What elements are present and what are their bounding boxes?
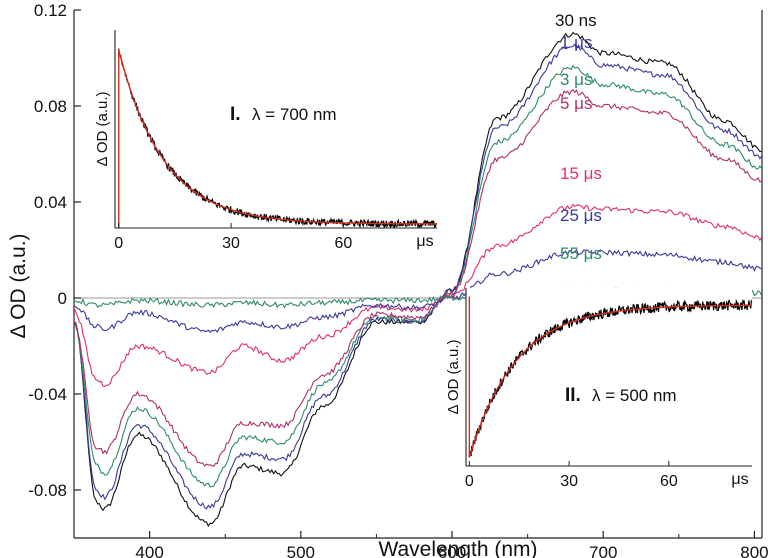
series-line-25-μs [73, 248, 762, 334]
inset-x-tick-label: 60 [660, 473, 678, 490]
y-tick-label: -0.04 [28, 385, 67, 404]
x-tick-label: 800 [740, 543, 768, 558]
inset-data-trace [468, 298, 753, 457]
inset-title: λ = 700 nm [252, 105, 337, 124]
inset-700nm: 0 30 60 μs Δ OD (a.u.) I. λ = 700 nm [94, 30, 438, 252]
inset-y-axis-label: Δ OD (a.u.) [445, 339, 462, 414]
inset-x-axis-label: μs [731, 471, 748, 488]
inset-x-tick-label: 0 [465, 473, 474, 490]
inset-500nm: 0 30 60 μs Δ OD (a.u.) II. λ = 500 nm [445, 288, 753, 490]
y-tick-label: 0.08 [34, 97, 67, 116]
x-tick-label: 600 [438, 543, 466, 558]
series-label: 55 μs [560, 244, 602, 263]
inset-x-tick-label: 0 [114, 235, 123, 252]
series-label: 5 μs [560, 94, 592, 113]
series-line-3-μs [73, 64, 763, 488]
inset-x-tick-label: 60 [334, 235, 352, 252]
series-line-5-μs [73, 89, 762, 467]
series-label: 30 ns [555, 11, 597, 30]
inset-title: λ = 500 nm [592, 386, 677, 405]
x-tick-label: 500 [287, 543, 315, 558]
inset-x-tick-label: 30 [560, 473, 578, 490]
inset-background [466, 288, 752, 466]
inset-panel-label: II. [565, 385, 581, 406]
x-tick-label: 400 [135, 543, 163, 558]
y-tick-label: -0.08 [28, 481, 67, 500]
series-line-1-μs [74, 43, 763, 510]
series-label: 15 μs [560, 164, 602, 183]
inset-data-trace [118, 48, 438, 229]
y-tick-label: 0 [58, 289, 67, 308]
series-label: 3 μs [560, 70, 592, 89]
inset-fit-curve [468, 304, 752, 458]
inset-x-tick-label: 30 [222, 235, 240, 252]
series-label: 1 μs [560, 33, 592, 52]
inset-x-axis-label: μs [416, 233, 433, 250]
y-axis-label: Δ OD (a.u.) [7, 233, 30, 338]
y-tick-label: 0.12 [34, 1, 67, 20]
y-tick-label: 0.04 [34, 193, 67, 212]
x-tick-label: 700 [589, 543, 617, 558]
x-axis-label: Wavelength (nm) [378, 538, 537, 558]
series-label: 25 μs [560, 206, 602, 225]
inset-panel-label: I. [230, 104, 241, 125]
inset-background [115, 30, 437, 228]
inset-y-axis-label: Δ OD (a.u.) [94, 91, 111, 166]
inset-fit-curve [118, 49, 437, 225]
